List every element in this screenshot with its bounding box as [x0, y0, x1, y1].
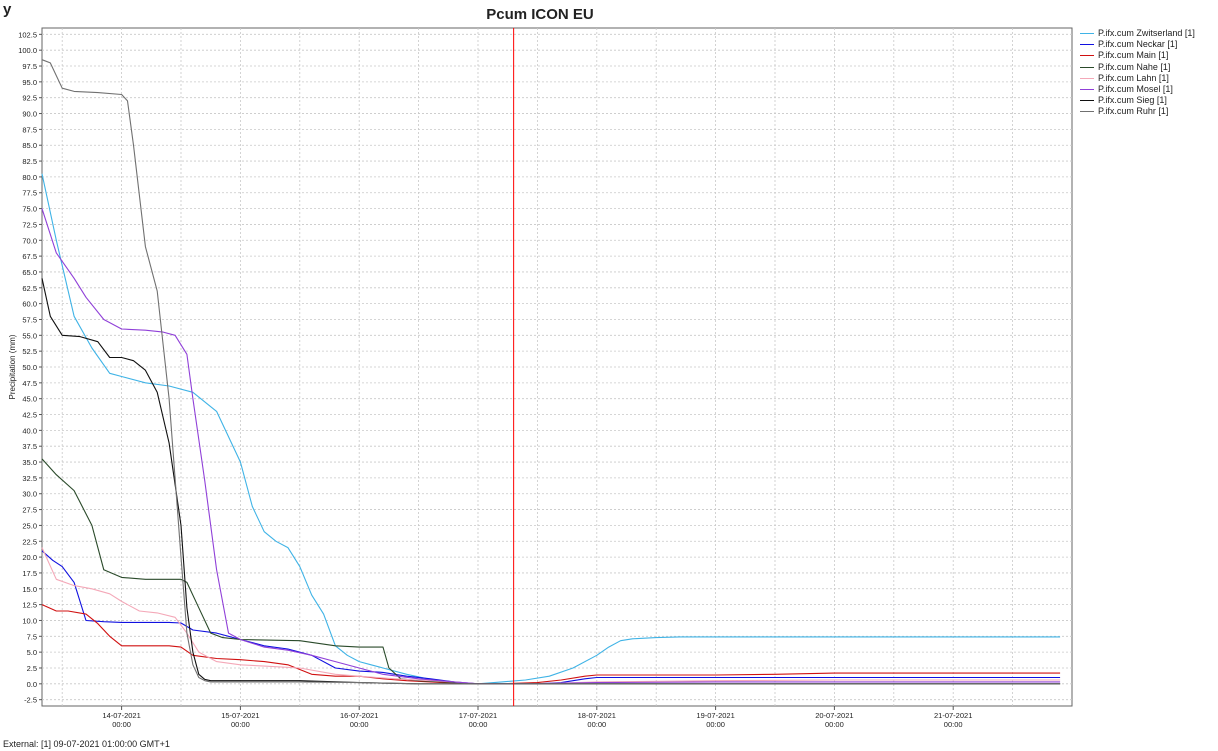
y-tick-label: 92.5 [22, 94, 37, 103]
y-tick-label: 15.0 [22, 585, 37, 594]
x-tick-time: 00:00 [350, 720, 369, 729]
y-tick-label: 100.0 [18, 46, 37, 55]
x-tick-date: 15-07-2021 [221, 711, 259, 720]
grid-lines [42, 28, 1072, 706]
y-tick-label: 37.5 [22, 442, 37, 451]
y-tick-label: 70.0 [22, 236, 37, 245]
y-tick-label: 72.5 [22, 220, 37, 229]
legend-item: P.ifx.cum Main [1] [1080, 50, 1195, 61]
y-tick-label: 52.5 [22, 347, 37, 356]
legend-label: P.ifx.cum Ruhr [1] [1098, 106, 1169, 117]
y-tick-label: 10.0 [22, 616, 37, 625]
x-axis-ticks: 14-07-202100:0015-07-202100:0016-07-2021… [102, 706, 972, 729]
x-tick-date: 20-07-2021 [815, 711, 853, 720]
y-tick-label: 40.0 [22, 426, 37, 435]
y-axis-ticks: -2.5 0.0 2.5 5.0 7.5 10.0 12.5 15.0 17.5 20.0 22.5… [18, 30, 42, 705]
x-tick-date: 18-07-2021 [578, 711, 616, 720]
y-tick-label: 47.5 [22, 379, 37, 388]
legend-item: P.ifx.cum Lahn [1] [1080, 73, 1195, 84]
legend-item: P.ifx.cum Zwitserland [1] [1080, 28, 1195, 39]
legend-swatch [1080, 55, 1094, 57]
legend-swatch [1080, 100, 1094, 102]
y-tick-label: 0.0 [27, 680, 37, 689]
legend-swatch [1080, 44, 1094, 46]
y-tick-label: 50.0 [22, 363, 37, 372]
legend-item: P.ifx.cum Ruhr [1] [1080, 106, 1195, 117]
series-line-7 [41, 59, 1061, 685]
x-tick-time: 00:00 [944, 720, 963, 729]
x-tick-time: 00:00 [706, 720, 725, 729]
legend-label: P.ifx.cum Zwitserland [1] [1098, 28, 1195, 38]
y-tick-label: 85.0 [22, 141, 37, 150]
plot-background [41, 27, 1073, 707]
y-axis-label: Precipitation (mm) [8, 334, 17, 399]
legend-item: P.ifx.cum Neckar [1] [1080, 39, 1195, 50]
y-tick-label: 97.5 [22, 62, 37, 71]
y-tick-label: 90.0 [22, 110, 37, 119]
legend-swatch [1080, 89, 1094, 91]
y-tick-label: 65.0 [22, 268, 37, 277]
footer-status: External: [1] 09-07-2021 01:00:00 GMT+1 [3, 739, 170, 749]
y-tick-label: 42.5 [22, 411, 37, 420]
legend-label: P.ifx.cum Sieg [1] [1098, 95, 1167, 106]
y-tick-label: 80.0 [22, 173, 37, 182]
legend-swatch [1080, 66, 1094, 68]
legend-label: P.ifx.cum Main [1] [1098, 50, 1169, 61]
x-tick-time: 00:00 [825, 720, 844, 729]
y-tick-label: 30.0 [22, 490, 37, 499]
legend-label: P.ifx.cum Neckar [1] [1098, 39, 1178, 50]
y-tick-label: 17.5 [22, 569, 37, 578]
legend-label: P.ifx.cum Mosel [1] [1098, 83, 1173, 94]
y-tick-label: 35.0 [22, 458, 37, 467]
y-tick-label: 82.5 [22, 157, 37, 166]
x-tick-date: 19-07-2021 [696, 711, 734, 720]
y-tick-label: 87.5 [22, 125, 37, 134]
legend-item: P.ifx.cum Nahe [1] [1080, 62, 1195, 73]
y-tick-label: 25.0 [22, 521, 37, 530]
legend-swatch [1080, 33, 1094, 35]
y-tick-label: 62.5 [22, 284, 37, 293]
legend-swatch [1080, 77, 1094, 79]
series-line-1 [41, 550, 1061, 685]
y-tick-label: 77.5 [22, 189, 37, 198]
y-tick-label: 102.5 [18, 30, 37, 39]
x-tick-date: 17-07-2021 [459, 711, 497, 720]
x-tick-time: 00:00 [587, 720, 606, 729]
y-tick-label: 20.0 [22, 553, 37, 562]
series-line-2 [41, 604, 1061, 685]
legend: P.ifx.cum Zwitserland [1] P.ifx.cum Necka… [1080, 28, 1195, 118]
x-tick-date: 14-07-2021 [102, 711, 140, 720]
legend-item: P.ifx.cum Mosel [1] [1080, 84, 1195, 95]
x-tick-time: 00:00 [469, 720, 488, 729]
y-tick-label: 32.5 [22, 474, 37, 483]
y-tick-label: 27.5 [22, 506, 37, 515]
corner-glyph: y [3, 1, 12, 18]
y-tick-label: 5.0 [27, 648, 37, 657]
y-tick-label: 45.0 [22, 395, 37, 404]
legend-label: P.ifx.cum Lahn [1] [1098, 72, 1169, 83]
y-tick-label: 55.0 [22, 331, 37, 340]
x-tick-date: 21-07-2021 [934, 711, 972, 720]
legend-label: P.ifx.cum Nahe [1] [1098, 61, 1171, 72]
y-tick-label: 95.0 [22, 78, 37, 87]
y-tick-label: -2.5 [24, 696, 37, 705]
y-tick-label: 75.0 [22, 205, 37, 214]
x-tick-time: 00:00 [112, 720, 131, 729]
series-line-0 [41, 173, 1061, 685]
y-tick-label: 22.5 [22, 537, 37, 546]
y-tick-label: 67.5 [22, 252, 37, 261]
chart-title: Pcum ICON EU [486, 6, 594, 23]
series-lines [41, 59, 1061, 685]
y-tick-label: 2.5 [27, 664, 37, 673]
y-tick-label: 7.5 [27, 632, 37, 641]
legend-item: P.ifx.cum Sieg [1] [1080, 95, 1195, 106]
y-tick-label: 60.0 [22, 300, 37, 309]
y-tick-label: 12.5 [22, 601, 37, 610]
y-tick-label: 57.5 [22, 315, 37, 324]
legend-swatch [1080, 111, 1094, 113]
x-tick-date: 16-07-2021 [340, 711, 378, 720]
x-tick-time: 00:00 [231, 720, 250, 729]
